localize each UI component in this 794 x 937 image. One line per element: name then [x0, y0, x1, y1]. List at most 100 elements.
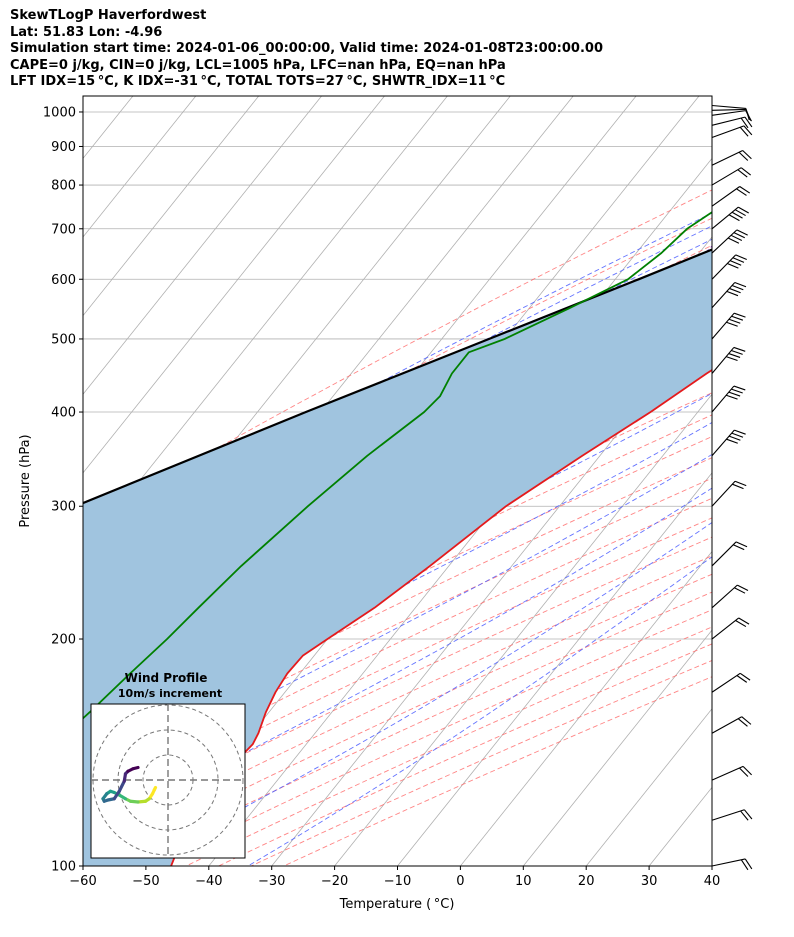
wind-barb-flag [728, 435, 741, 441]
x-tick-label: −50 [132, 874, 159, 889]
wind-barb-shaft [711, 765, 744, 781]
wind-barb [711, 150, 752, 166]
x-tick-label: −40 [195, 874, 222, 889]
wind-barb [711, 429, 746, 457]
wind-barb [711, 716, 752, 734]
y-tick-label: 800 [51, 179, 76, 194]
y-tick-label: 1000 [43, 105, 76, 120]
wind-barbs [711, 104, 753, 871]
wind-barb-flag [736, 188, 747, 196]
wind-barb-flag [732, 483, 744, 490]
wind-barb-flag [727, 262, 739, 269]
wind-barb-flag [731, 388, 743, 394]
wind-barb-flag [731, 432, 744, 438]
wind-barb-shaft [711, 116, 746, 126]
wind-barb-shaft [711, 206, 739, 230]
moist-adiabat-line [83, 453, 712, 792]
wind-barb-flag [728, 214, 740, 222]
dewpoint-line [83, 211, 712, 720]
wind-barb-flag [730, 234, 743, 242]
wind-barb-shaft [711, 282, 736, 309]
isotherm-line [711, 865, 712, 866]
wind-barb-flag [729, 287, 741, 294]
y-tick-label: 700 [51, 222, 76, 237]
wind-barb [711, 765, 752, 781]
isotherm-line [334, 393, 712, 866]
wind-barb-flag [735, 254, 747, 261]
wind-barb-flag [731, 315, 744, 321]
hodograph-content [91, 704, 245, 858]
title-line: Simulation start time: 2024-01-06_00:00:… [10, 41, 603, 56]
wind-barb-shaft [711, 125, 745, 139]
parcel-line [83, 248, 712, 505]
wind-barb-flag [739, 672, 751, 681]
wind-barb-shaft [711, 429, 735, 457]
wind-barb-flag [728, 391, 741, 397]
title-line: SkewTLogP Haverfordwest [10, 8, 207, 23]
isotherm-line [585, 708, 712, 866]
wind-barb-shaft [711, 541, 737, 567]
wind-barb-flag [731, 284, 744, 291]
wind-barb-flag [732, 257, 745, 263]
wind-barb-flag [743, 125, 753, 136]
dry-adiabat-line [83, 189, 712, 525]
x-tick-label: −20 [321, 874, 348, 889]
wind-barb-flag [726, 438, 738, 444]
wind-barb [711, 110, 752, 122]
dry-adiabat-line [83, 457, 712, 764]
wind-barb-shaft [711, 108, 747, 111]
x-tick-label: −10 [384, 874, 411, 889]
wind-barb [711, 125, 753, 139]
wind-barb [711, 346, 746, 374]
wind-barb-flag [738, 151, 749, 161]
isotherm-line [648, 786, 712, 866]
wind-barb-flag [729, 260, 742, 266]
moist-adiabat-line [134, 521, 712, 866]
wind-barb-shaft [711, 480, 736, 507]
wind-barb-flag [733, 232, 745, 239]
wind-barb-flag [742, 766, 752, 776]
dry-adiabat-line [83, 536, 712, 836]
wind-barb-flag [737, 718, 748, 727]
x-tick-label: 10 [515, 874, 532, 889]
wind-barb-flag [736, 229, 748, 236]
y-tick-label: 400 [51, 406, 76, 421]
wind-barb [711, 116, 753, 129]
wind-barb-flag [737, 206, 749, 214]
y-tick-label: 200 [51, 633, 76, 648]
wind-barb-flag [744, 116, 753, 128]
wind-barb-flag [737, 584, 749, 592]
wind-barb-flag [731, 349, 743, 355]
wind-barb-flag [733, 385, 746, 391]
wind-barb-flag [728, 318, 741, 324]
wind-barb [711, 206, 749, 230]
wind-barb-flag [739, 126, 749, 137]
wind-barb-flag [738, 617, 750, 625]
dry-adiabat-line [83, 497, 712, 801]
wind-barb [711, 312, 746, 340]
x-tick-label: −60 [69, 874, 96, 889]
isotherm-line [83, 96, 197, 238]
wind-barb [711, 385, 746, 413]
axes-layer: −60 −50 −40 −30 −20 −10 0 10 20 30 40 100 200 300 400 5… [43, 105, 720, 889]
wind-barb-flag [740, 859, 749, 871]
wind-barb [711, 167, 752, 186]
wind-barb-flag [740, 117, 749, 129]
wind-barb-flag [743, 809, 753, 820]
wind-barb-flag [733, 346, 746, 352]
wind-barb-flag [734, 480, 747, 487]
wind-barb-flag [734, 281, 747, 288]
wind-barb-flag [737, 169, 748, 178]
dry-adiabat-line [83, 217, 712, 550]
wind-barb [711, 281, 747, 309]
hodograph-trace-segment [131, 765, 140, 771]
isotherm-line [271, 314, 712, 866]
wind-barb-flag [733, 312, 746, 318]
x-tick-label: 20 [578, 874, 595, 889]
wind-barb-flag [734, 429, 746, 435]
wind-barb-flag [726, 290, 739, 297]
wind-barb [711, 809, 753, 821]
wind-barb-flag [734, 209, 746, 217]
wind-barb-shaft [711, 584, 738, 609]
